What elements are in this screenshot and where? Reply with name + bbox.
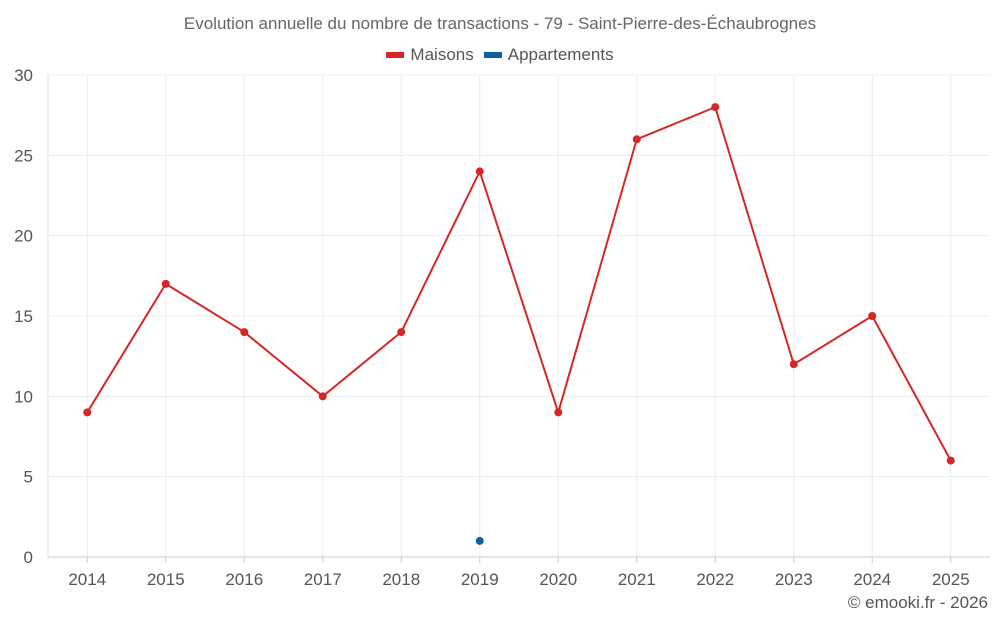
legend-label-appartements: Appartements [507, 45, 614, 64]
data-point-maisons[interactable] [632, 135, 641, 144]
legend-item-maisons[interactable]: Maisons [386, 45, 474, 65]
data-point-maisons[interactable] [397, 328, 406, 337]
x-tick-label: 2020 [539, 570, 577, 589]
legend-label-maisons: Maisons [410, 45, 474, 64]
data-point-maisons[interactable] [83, 408, 92, 417]
data-point-maisons[interactable] [946, 456, 955, 465]
data-point-appartements[interactable] [475, 536, 484, 545]
x-tick-label: 2024 [853, 570, 891, 589]
y-tick-label: 30 [14, 66, 33, 85]
y-tick-label: 0 [24, 548, 33, 567]
legend: Maisons Appartements [0, 45, 1000, 65]
legend-swatch-appartements [483, 52, 502, 58]
series-line-maisons [86, 106, 952, 462]
x-tick-label: 2016 [225, 570, 263, 589]
x-tick-label: 2014 [68, 570, 106, 589]
data-point-maisons[interactable] [711, 103, 720, 112]
credit-text: © emooki.fr - 2026 [847, 593, 988, 612]
data-point-maisons[interactable] [554, 408, 563, 417]
chart-title: Evolution annuelle du nombre de transact… [183, 14, 817, 33]
data-point-maisons[interactable] [868, 312, 877, 320]
y-tick-label: 15 [14, 307, 33, 326]
x-tick-label: 2019 [461, 570, 499, 589]
y-tick-label: 10 [14, 387, 33, 406]
x-tick-label: 2023 [775, 570, 813, 589]
x-tick-label: 2022 [696, 570, 734, 589]
legend-swatch-maisons [386, 52, 405, 58]
x-tick-label: 2015 [147, 570, 185, 589]
data-point-maisons[interactable] [789, 360, 798, 369]
data-point-maisons[interactable] [161, 279, 170, 288]
y-tick-label: 25 [14, 146, 33, 165]
x-tick-label: 2017 [304, 570, 342, 589]
legend-item-appartements[interactable]: Appartements [483, 45, 614, 65]
data-point-maisons[interactable] [240, 328, 249, 337]
data-point-maisons[interactable] [475, 167, 484, 176]
y-tick-label: 20 [14, 227, 33, 246]
data-point-maisons[interactable] [318, 392, 327, 401]
x-tick-label: 2018 [382, 570, 420, 589]
x-tick-label: 2021 [618, 570, 656, 589]
y-tick-label: 5 [24, 468, 33, 487]
x-tick-label: 2025 [932, 570, 970, 589]
